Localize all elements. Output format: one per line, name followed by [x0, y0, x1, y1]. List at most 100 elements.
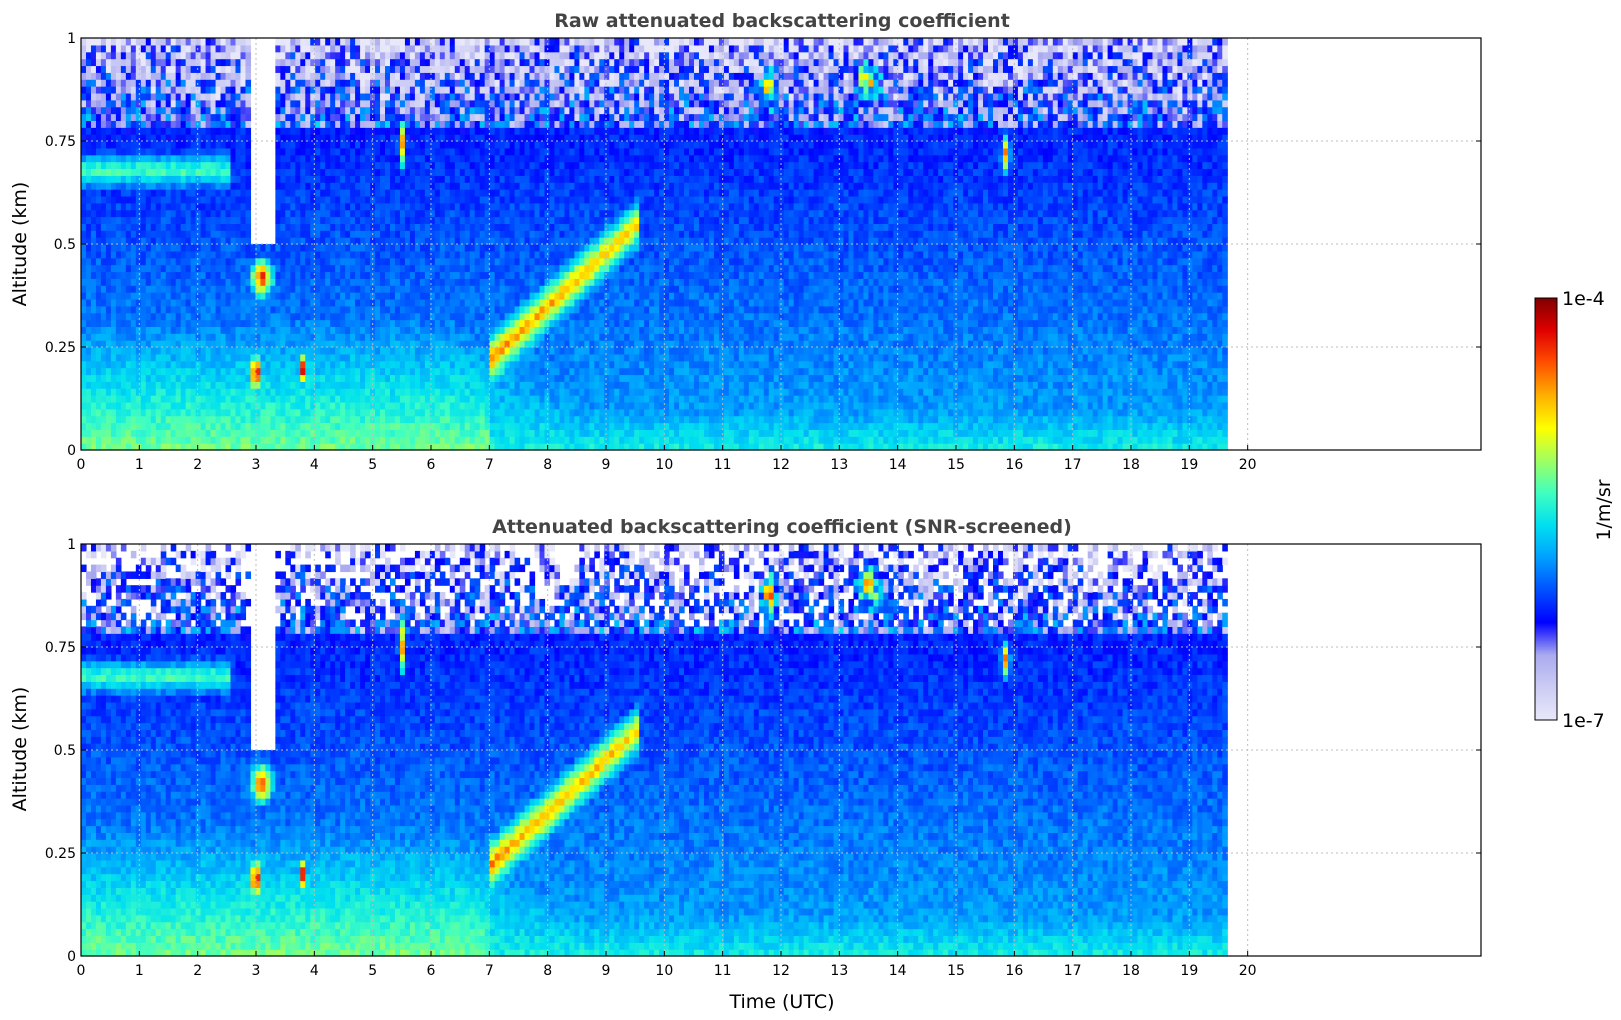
heatmap-cell [300, 333, 306, 341]
heatmap-cell [325, 230, 331, 238]
heatmap-cell [180, 189, 187, 197]
heatmap-cell [105, 141, 112, 149]
heatmap-cell [260, 271, 266, 279]
heatmap-cell [190, 230, 197, 238]
heatmap-cell [130, 51, 137, 60]
heatmap-cell [90, 230, 97, 238]
heatmap-cell [260, 360, 266, 369]
heatmap-cell [399, 264, 406, 273]
heatmap-cell [474, 120, 481, 128]
heatmap-cell [310, 292, 316, 300]
heatmap-cell [399, 202, 406, 211]
heatmap-cell [479, 353, 486, 362]
heatmap-cell [454, 65, 461, 73]
heatmap-cell [494, 271, 501, 279]
heatmap-cell [315, 189, 321, 197]
heatmap-cell [385, 401, 391, 410]
heatmap-cell [125, 422, 132, 430]
heatmap-cell [175, 388, 182, 396]
heatmap-cell [185, 195, 192, 204]
heatmap-cell [255, 347, 262, 355]
heatmap-cell [120, 182, 127, 190]
heatmap-cell [489, 237, 496, 245]
heatmap-cell [434, 278, 441, 286]
heatmap-cell [120, 340, 127, 348]
heatmap-cell [150, 51, 157, 60]
heatmap-cell [409, 72, 416, 80]
heatmap-cell [95, 195, 102, 204]
heatmap-cell [200, 298, 207, 307]
heatmap-cell [285, 134, 291, 142]
heatmap-cell [429, 113, 436, 121]
heatmap-cell [170, 195, 177, 204]
heatmap-cell [459, 250, 466, 259]
heatmap-cell [220, 340, 227, 348]
heatmap-cell [310, 65, 316, 73]
heatmap-cell [95, 237, 102, 245]
heatmap-cell [160, 44, 167, 53]
heatmap-cell [200, 230, 207, 238]
heatmap-cell [215, 38, 222, 46]
heatmap-cell [399, 141, 406, 149]
heatmap-cell [335, 381, 341, 389]
heatmap-cell [230, 86, 237, 94]
heatmap-cell [375, 44, 381, 53]
heatmap-cell [310, 333, 316, 341]
heatmap-cell [454, 38, 461, 46]
heatmap-cell [130, 298, 137, 307]
heatmap-cell [95, 106, 102, 115]
heatmap-cell [484, 271, 491, 279]
heatmap-cell [160, 278, 167, 286]
heatmap-cell [484, 347, 491, 355]
heatmap-cell [110, 395, 117, 403]
heatmap-cell [404, 285, 411, 293]
heatmap-cell [240, 147, 247, 156]
heatmap-cell [100, 72, 107, 80]
heatmap-cell [285, 422, 291, 430]
heatmap-cell [474, 58, 481, 67]
heatmap-cell [419, 99, 426, 108]
heatmap-cell [409, 237, 416, 245]
heatmap-cell [394, 312, 401, 321]
heatmap-cell [469, 38, 476, 46]
heatmap-cell [454, 367, 461, 376]
heatmap-cell [424, 223, 431, 231]
heatmap-cell [265, 395, 271, 403]
heatmap-cell [170, 257, 177, 266]
heatmap-cell [175, 58, 182, 67]
heatmap-cell [419, 326, 426, 334]
heatmap-cell [484, 134, 491, 142]
heatmap-cell [454, 292, 461, 300]
heatmap-cell [494, 161, 501, 170]
heatmap-cell [125, 388, 132, 396]
heatmap-cell [125, 92, 132, 101]
heatmap-cell [419, 38, 426, 46]
heatmap-cell [310, 189, 316, 197]
heatmap-cell [245, 72, 252, 80]
heatmap-cell [100, 154, 107, 163]
heatmap-cell [305, 175, 311, 183]
heatmap-cell [489, 223, 496, 231]
heatmap-cell [454, 182, 461, 190]
heatmap-cell [474, 429, 481, 437]
heatmap-cell [434, 38, 441, 46]
heatmap-cell [429, 305, 436, 314]
heatmap-cell [110, 38, 117, 46]
heatmap-cell [459, 154, 466, 163]
heatmap-cell [300, 65, 306, 73]
heatmap-cell [290, 429, 296, 437]
heatmap-cell [409, 86, 416, 94]
heatmap-cell [310, 340, 316, 348]
heatmap-cell [100, 141, 107, 149]
heatmap-cell [155, 347, 162, 355]
heatmap-cell [210, 367, 217, 376]
heatmap-cell [494, 285, 501, 293]
heatmap-cell [385, 202, 391, 211]
heatmap-cell [499, 195, 506, 204]
heatmap-cell [95, 86, 102, 94]
heatmap-cell [484, 333, 491, 341]
heatmap-cell [165, 195, 172, 204]
heatmap-cell [160, 395, 167, 403]
heatmap-cell [419, 388, 426, 396]
heatmap-cell [454, 264, 461, 273]
